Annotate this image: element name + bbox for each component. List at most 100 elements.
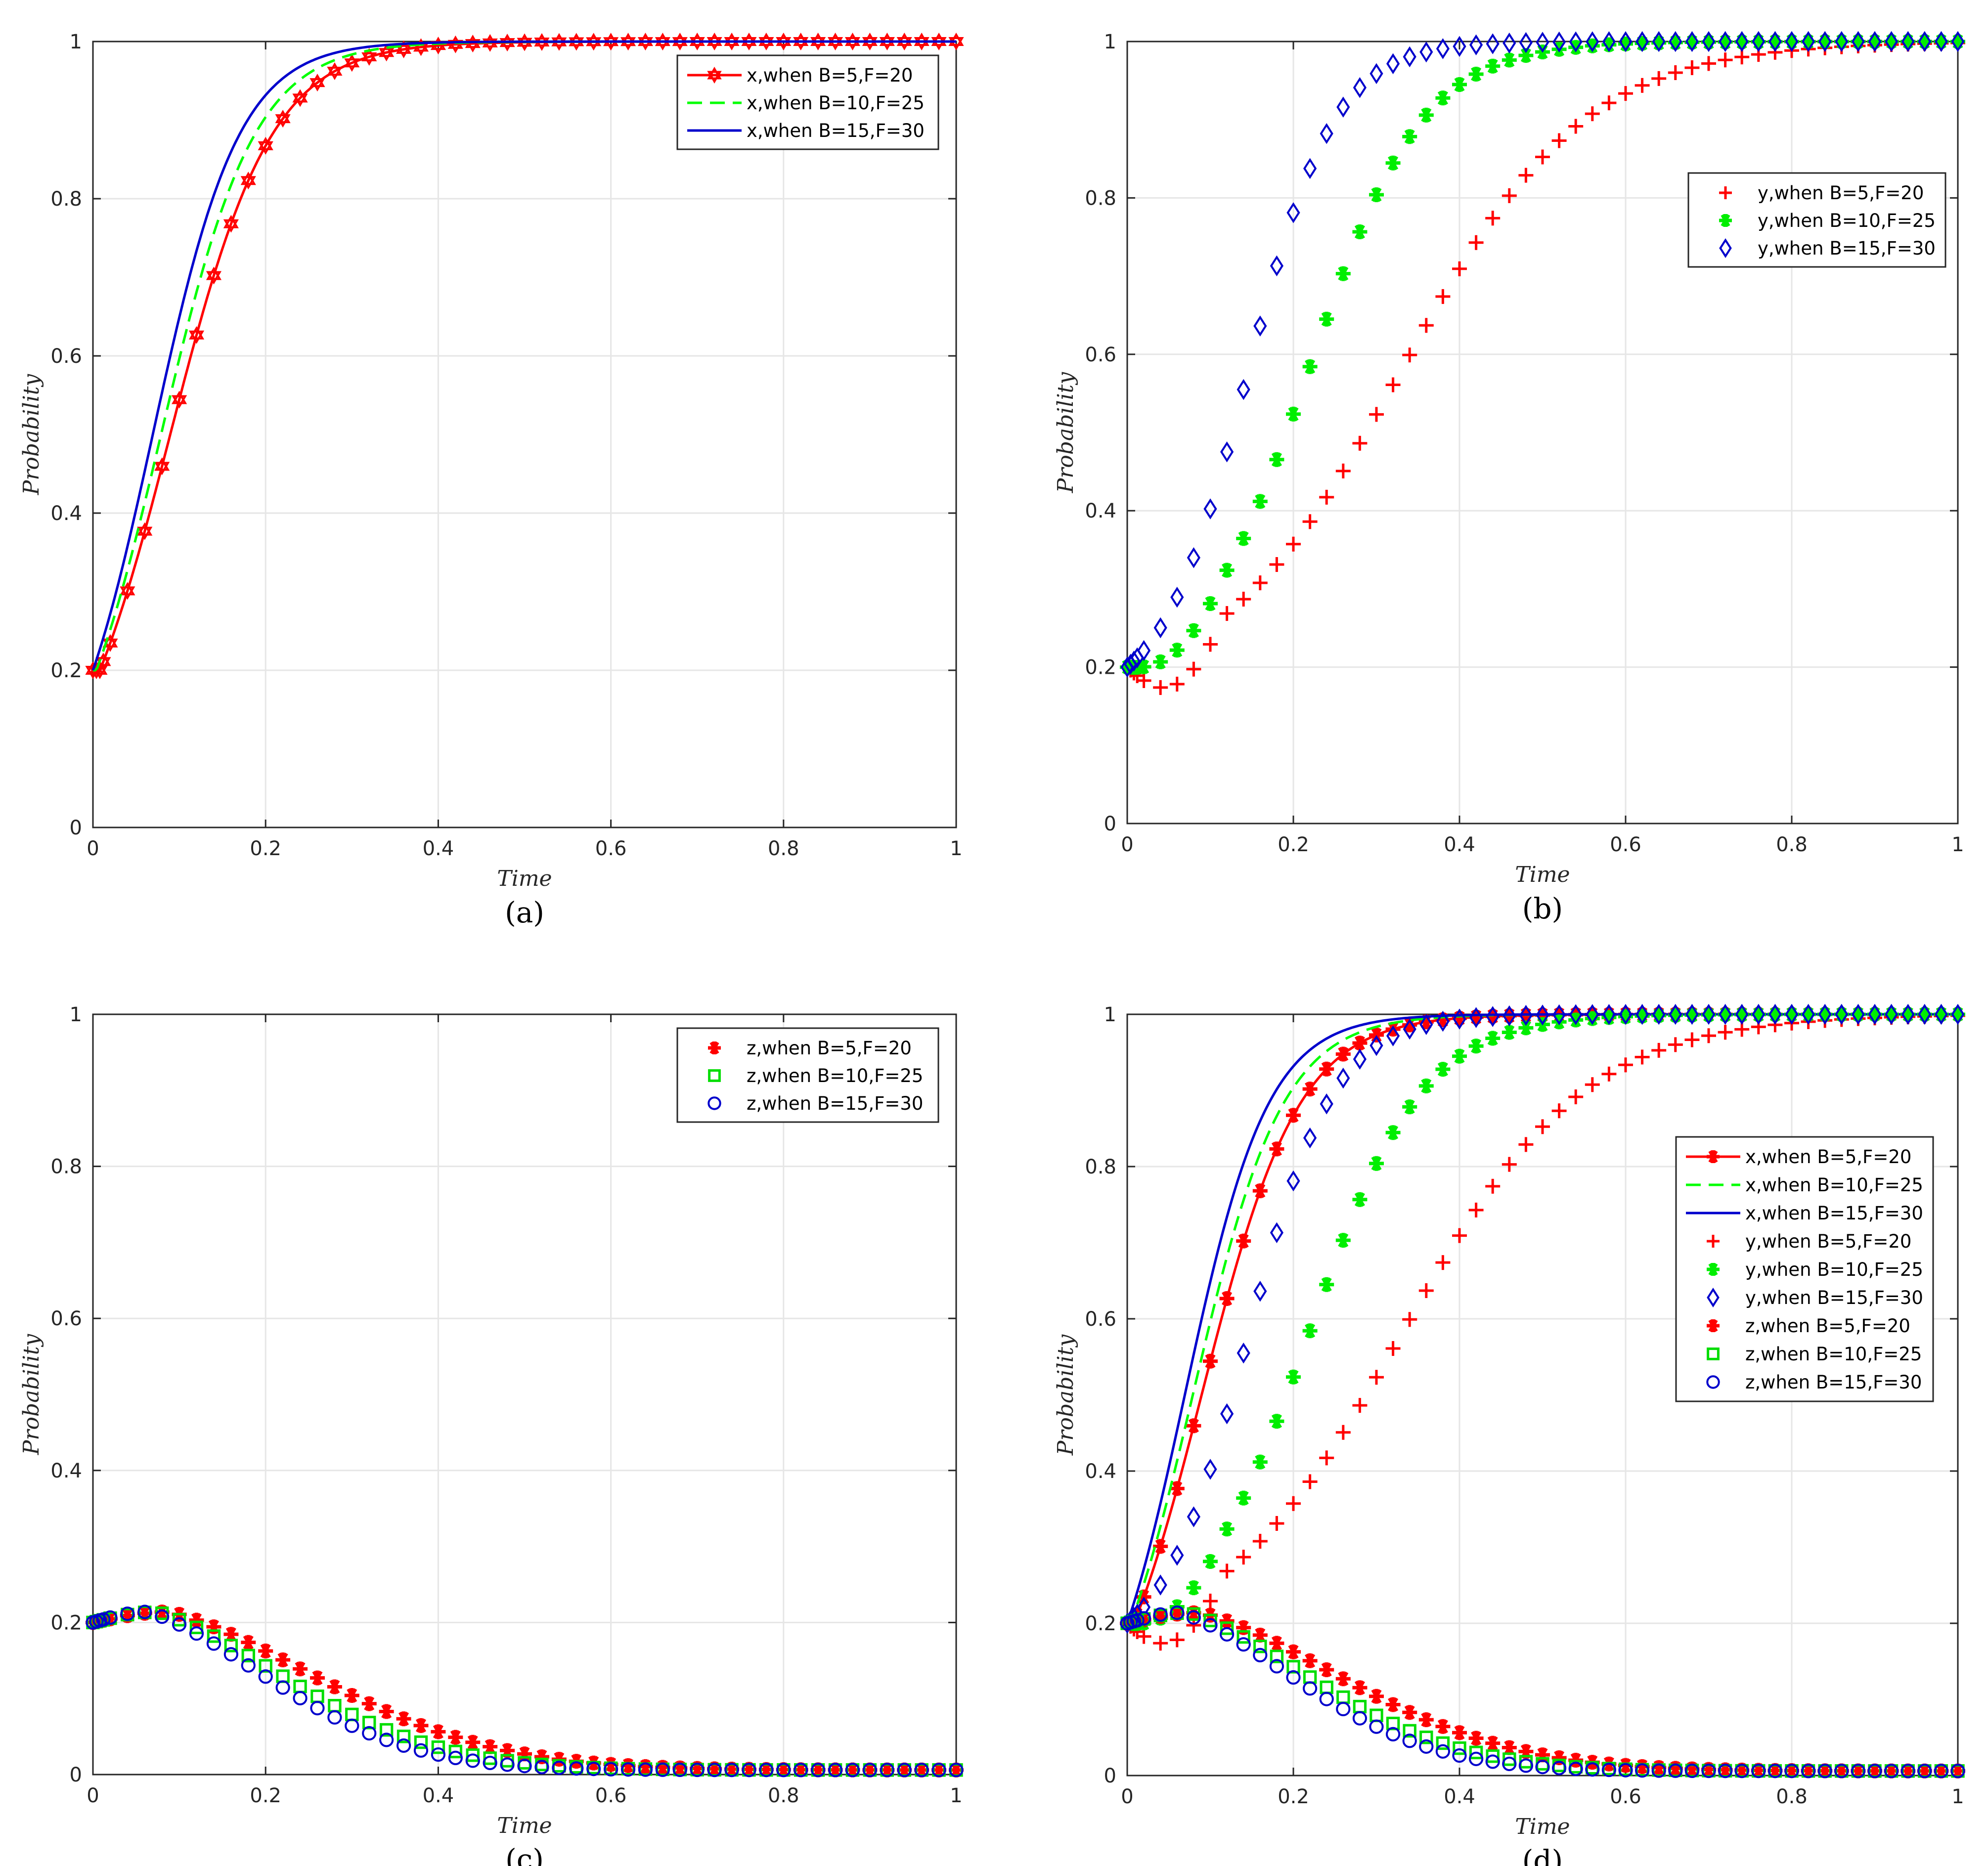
- y-tick-label: 0.2: [1085, 656, 1116, 679]
- chart-panel-a: 0 0.2 0.4 0.6 0.8 1 0 0.2 0.4 0.6 0.8 1 Time Probabil…: [19, 31, 964, 929]
- data-point: [1452, 261, 1467, 276]
- data-point: [431, 1740, 445, 1754]
- data-point: [1535, 149, 1550, 165]
- data-point: [689, 33, 705, 51]
- data-point: [1369, 1156, 1384, 1171]
- data-point: [1502, 1752, 1516, 1766]
- data-point: [741, 33, 757, 51]
- data-point: [1486, 33, 1500, 54]
- data-point: [1468, 1731, 1484, 1746]
- data-point: [1518, 1758, 1533, 1773]
- legend-item: x,when B=15,F=30: [687, 120, 925, 141]
- legend-label: y,when B=15,F=30: [1758, 238, 1936, 259]
- legend-marker: [1707, 1235, 1720, 1248]
- data-point: [569, 33, 584, 51]
- data-point: [1651, 1042, 1667, 1058]
- legend-marker: [1707, 1262, 1720, 1276]
- data-point: [327, 1679, 342, 1694]
- data-point: [1203, 498, 1217, 520]
- data-point: [1418, 1712, 1434, 1728]
- y-tick-label: 0: [1104, 813, 1116, 835]
- data-point: [1702, 31, 1716, 52]
- data-point: [1485, 1736, 1501, 1751]
- data-point: [1652, 1003, 1666, 1025]
- x-tick-label: 0.6: [1610, 1785, 1641, 1808]
- data-point: [1684, 60, 1700, 75]
- x-tick-label: 0.2: [1278, 833, 1309, 856]
- data-point: [1186, 1580, 1201, 1596]
- data-point: [465, 1735, 481, 1750]
- data-point: [1402, 129, 1417, 144]
- legend-marker: [1707, 1150, 1720, 1164]
- data-point: [776, 1763, 791, 1778]
- data-point: [1370, 1035, 1383, 1056]
- series-line: [91, 40, 956, 671]
- data-point: [1485, 1754, 1500, 1769]
- data-point: [1585, 1762, 1600, 1777]
- legend-label: z,when B=5,F=20: [1745, 1315, 1910, 1337]
- data-point: [1419, 1731, 1433, 1744]
- y-tick-label: 1: [1104, 1003, 1116, 1026]
- data-point: [1951, 1003, 1965, 1025]
- data-point: [776, 33, 792, 51]
- data-point: [1618, 1057, 1633, 1073]
- data-point: [1552, 1004, 1566, 1026]
- data-point: [1469, 1745, 1483, 1760]
- data-point: [1601, 1066, 1617, 1082]
- data-point: [1402, 1099, 1417, 1115]
- data-point: [1668, 1037, 1683, 1052]
- data-point: [862, 33, 878, 51]
- data-point: [1486, 1006, 1500, 1027]
- legend-marker: [708, 1069, 721, 1082]
- data-point: [1685, 31, 1699, 52]
- data-point: [1352, 1711, 1367, 1726]
- data-point: [1269, 452, 1284, 467]
- data-point: [172, 391, 187, 409]
- x-tick-label: 0: [1121, 833, 1133, 856]
- data-point: [638, 1762, 653, 1777]
- data-point: [1219, 1291, 1235, 1306]
- x-tick-label: 0.8: [768, 1784, 799, 1807]
- y-tick-label: 0.2: [50, 1611, 82, 1634]
- legend-item: z,when B=15,F=30: [1706, 1372, 1922, 1393]
- data-point: [1568, 1761, 1583, 1777]
- data-point: [344, 1688, 359, 1703]
- data-point: [448, 1750, 463, 1765]
- data-point: [880, 1763, 894, 1778]
- y-tick-label: 0.4: [50, 1460, 82, 1482]
- data-point: [1718, 1764, 1733, 1779]
- data-point: [1402, 1734, 1417, 1748]
- data-point: [120, 1606, 135, 1621]
- data-point: [1569, 31, 1583, 52]
- data-point: [448, 1744, 463, 1759]
- data-point: [586, 1761, 601, 1777]
- data-point: [309, 1670, 325, 1686]
- data-point: [1153, 617, 1167, 639]
- data-point: [1370, 63, 1383, 85]
- legend-item: y,when B=5,F=20: [1707, 1231, 1911, 1252]
- x-tick-label: 1: [950, 837, 962, 860]
- legend-item: y,when B=10,F=25: [1707, 1259, 1923, 1280]
- data-point: [361, 48, 377, 66]
- series-d-8: [1120, 1605, 1965, 1779]
- data-point: [188, 326, 205, 344]
- data-point: [1518, 48, 1534, 63]
- data-point: [1187, 1506, 1200, 1527]
- data-point: [1884, 1764, 1899, 1779]
- data-point: [1934, 1003, 1948, 1025]
- data-point: [1319, 311, 1334, 327]
- legend-label: y,when B=15,F=30: [1745, 1287, 1923, 1308]
- data-point: [1684, 1032, 1700, 1047]
- data-point: [1768, 31, 1782, 52]
- data-point: [1286, 1170, 1300, 1192]
- x-tick-label: 0.4: [423, 837, 454, 860]
- data-point: [1835, 31, 1849, 52]
- data-point: [845, 1763, 860, 1778]
- data-point: [1568, 119, 1584, 134]
- series-line: [1127, 1013, 1958, 1625]
- data-point: [1752, 1003, 1766, 1025]
- data-point: [327, 1710, 342, 1725]
- data-point: [1419, 1014, 1433, 1035]
- series-layer: [1120, 1003, 1965, 1779]
- data-point: [258, 136, 273, 155]
